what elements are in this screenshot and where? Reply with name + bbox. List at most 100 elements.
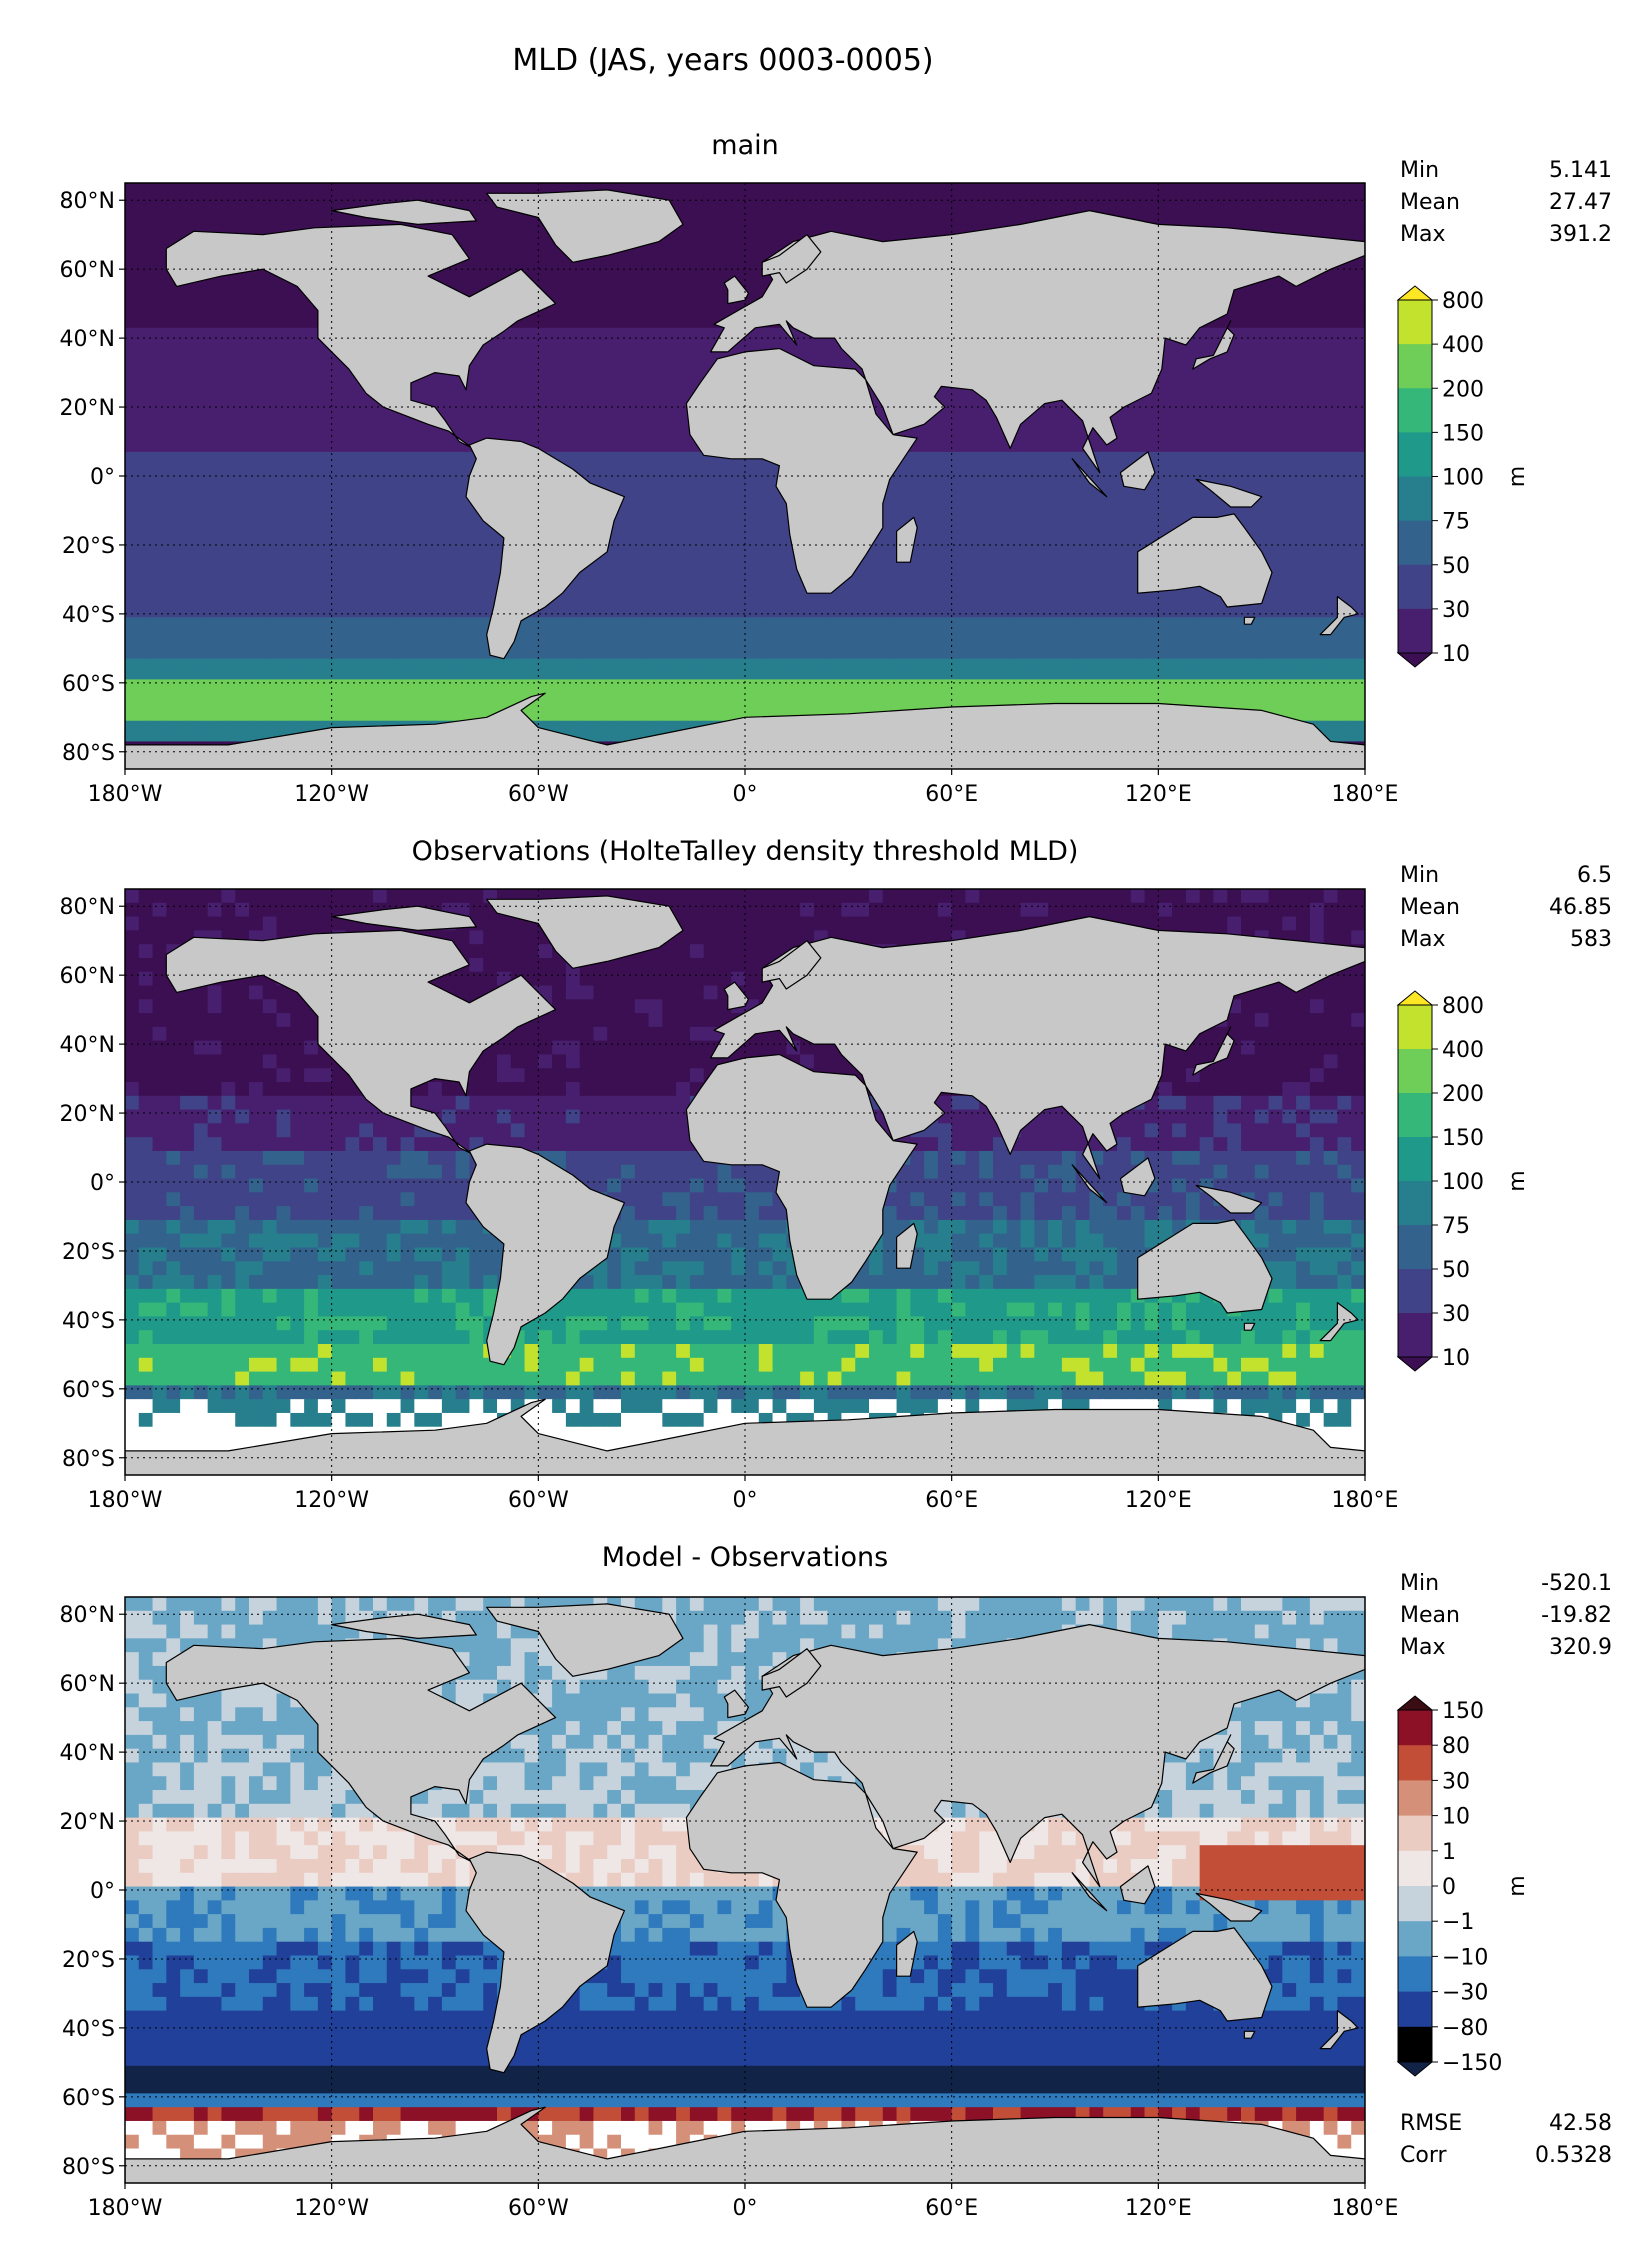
field-cell bbox=[476, 658, 498, 680]
field-cell bbox=[1323, 327, 1345, 350]
field-cell bbox=[1117, 1330, 1132, 1345]
field-cell bbox=[676, 1261, 691, 1276]
field-cell bbox=[621, 451, 643, 474]
field-cell bbox=[311, 534, 333, 556]
field-cell bbox=[180, 916, 195, 931]
field-cell bbox=[538, 1013, 553, 1028]
field-cell bbox=[207, 555, 229, 577]
field-cell bbox=[724, 224, 746, 246]
field-cell bbox=[972, 451, 994, 474]
field-cell bbox=[634, 1316, 650, 1331]
field-cell bbox=[1268, 1026, 1283, 1042]
field-cell bbox=[1296, 916, 1311, 931]
field-cell bbox=[765, 183, 787, 205]
field-cell bbox=[304, 1357, 319, 1373]
field-cell bbox=[386, 1137, 402, 1152]
field-cell bbox=[662, 1261, 677, 1276]
field-cell bbox=[125, 1137, 140, 1152]
field-cell bbox=[166, 638, 188, 660]
field-cell bbox=[1261, 596, 1283, 618]
field-cell bbox=[262, 1054, 278, 1069]
field-cell bbox=[979, 1288, 994, 1304]
field-cell bbox=[455, 1316, 471, 1331]
field-cell bbox=[276, 1082, 291, 1097]
field-cell bbox=[882, 916, 898, 931]
field-cell bbox=[193, 889, 209, 904]
field-cell bbox=[676, 1164, 691, 1180]
field-cell bbox=[641, 245, 663, 267]
field-cell bbox=[882, 1302, 898, 1318]
field-cell bbox=[483, 944, 498, 959]
field-cell bbox=[951, 1357, 967, 1373]
field-cell bbox=[152, 1013, 167, 1028]
field-cell bbox=[765, 327, 787, 350]
field-cell bbox=[662, 1288, 677, 1304]
field-cell bbox=[1282, 1123, 1297, 1138]
field-cell bbox=[517, 658, 539, 680]
field-cell bbox=[207, 1206, 223, 1221]
field-cell bbox=[1296, 1095, 1311, 1111]
field-cell bbox=[180, 999, 195, 1014]
x-tick-label: 0° bbox=[733, 782, 758, 807]
field-cell bbox=[937, 1316, 953, 1331]
field-cell bbox=[276, 1247, 291, 1262]
field-cell bbox=[1323, 307, 1345, 329]
field-cell bbox=[187, 658, 209, 680]
field-cell bbox=[1199, 1344, 1215, 1359]
field-cell bbox=[187, 389, 209, 412]
field-cell bbox=[662, 1219, 677, 1235]
field-cell bbox=[621, 369, 643, 391]
field-cell bbox=[497, 327, 519, 350]
field-cell bbox=[676, 1219, 691, 1235]
field-cell bbox=[993, 1150, 1008, 1166]
field-cell bbox=[662, 348, 684, 370]
field-cell bbox=[435, 575, 457, 598]
field-cell bbox=[138, 1316, 154, 1331]
field-cell bbox=[180, 1261, 195, 1276]
field-cell bbox=[228, 575, 250, 598]
field-cell bbox=[428, 1316, 443, 1331]
field-cell bbox=[538, 617, 560, 639]
field-cell bbox=[400, 1219, 415, 1235]
field-cell bbox=[855, 1275, 870, 1290]
field-cell bbox=[993, 889, 1008, 904]
field-cell bbox=[579, 1068, 595, 1083]
field-cell bbox=[235, 1137, 250, 1152]
field-cell bbox=[1158, 1109, 1173, 1124]
field-cell bbox=[1323, 889, 1339, 904]
field-cell bbox=[607, 999, 622, 1014]
field-cell bbox=[138, 1261, 154, 1276]
field-cell bbox=[1199, 1095, 1215, 1111]
field-cell bbox=[1144, 1219, 1159, 1235]
field-cell bbox=[1344, 410, 1365, 432]
field-cell bbox=[662, 1054, 677, 1069]
field-cell bbox=[1282, 555, 1304, 577]
field-cell bbox=[125, 617, 147, 639]
field-cell bbox=[1075, 1206, 1091, 1221]
field-cell bbox=[221, 1026, 236, 1042]
field-cell bbox=[745, 1288, 760, 1304]
field-cell bbox=[249, 389, 271, 412]
field-cell bbox=[262, 1164, 278, 1180]
field-cell bbox=[1241, 1082, 1256, 1097]
field-cell bbox=[152, 957, 167, 973]
field-cell bbox=[1179, 369, 1201, 391]
field-cell bbox=[559, 286, 581, 308]
field-cell bbox=[524, 1068, 539, 1083]
field-cell bbox=[1344, 265, 1365, 288]
field-cell bbox=[1096, 555, 1118, 577]
field-cell bbox=[724, 596, 746, 618]
landmass bbox=[1195, 478, 1263, 508]
field-cell bbox=[290, 1013, 305, 1028]
field-cell bbox=[193, 1082, 209, 1097]
field-cell bbox=[193, 916, 209, 931]
field-cell bbox=[235, 1302, 250, 1318]
field-cell bbox=[703, 1261, 719, 1276]
field-cell bbox=[717, 930, 732, 945]
field-cell bbox=[331, 1219, 347, 1235]
field-cell bbox=[648, 1054, 663, 1069]
field-cell bbox=[1309, 1013, 1325, 1028]
field-cell bbox=[125, 307, 147, 329]
field-cell bbox=[579, 286, 601, 308]
field-cell bbox=[269, 410, 291, 432]
